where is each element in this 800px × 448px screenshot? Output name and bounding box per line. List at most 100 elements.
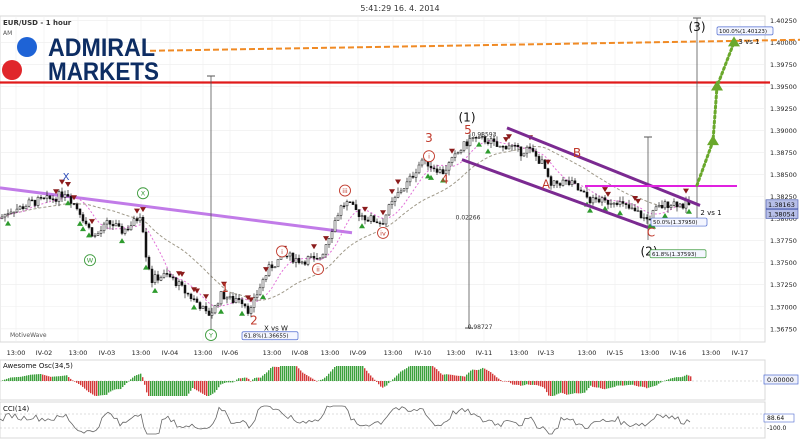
ao-bar (160, 381, 162, 396)
candle-body (420, 159, 424, 166)
candle-body (528, 146, 532, 149)
ao-bar (216, 381, 218, 390)
wave-label: 5 (464, 123, 472, 137)
ao-bar (326, 376, 328, 381)
ao-bar (656, 381, 658, 386)
candle-body (390, 201, 394, 205)
ao-bar (196, 381, 198, 391)
candle-body (339, 205, 343, 216)
swing-high-marker (602, 187, 608, 193)
ao-bar (290, 366, 292, 381)
ao-bar (470, 370, 472, 381)
candle-body (249, 307, 253, 314)
moving-average-slow (0, 145, 689, 301)
ao-bar (556, 381, 558, 395)
candle-body (582, 190, 586, 193)
ao-bar (304, 373, 306, 381)
candle-body (393, 196, 397, 202)
y-tick-label: 1.39500 (770, 83, 797, 91)
swing-low-marker (359, 223, 365, 229)
price-box-label: 1.38054 (768, 210, 795, 218)
wave-label: (3) (689, 20, 706, 34)
ao-bar (166, 381, 168, 396)
ao-bar (2, 380, 4, 381)
ao-bar (54, 376, 56, 381)
candle-body (450, 157, 454, 163)
candle-body (93, 235, 97, 237)
candle-body (105, 220, 109, 225)
ao-bar (112, 381, 114, 391)
swing-low-marker (119, 238, 125, 244)
candle-body (354, 204, 358, 210)
ao-bar (622, 381, 624, 386)
candle-body (18, 206, 22, 210)
ao-bar (118, 381, 120, 390)
cci-line (0, 405, 765, 435)
candle-body (384, 214, 388, 225)
ao-bar (6, 378, 8, 381)
candle-body (495, 141, 499, 147)
ao-bar (50, 376, 52, 381)
ao-bar (680, 377, 682, 381)
wave-label: X vs W (264, 325, 288, 333)
wave-label: 2 vs 1 (700, 209, 721, 217)
swing-high-marker (503, 137, 509, 143)
ao-bar (172, 381, 174, 396)
ao-bar (314, 379, 316, 381)
cci-panel-title: CCI(14) (3, 405, 29, 413)
candle-body (192, 298, 196, 300)
candle-body (108, 220, 112, 225)
ao-bar (500, 380, 502, 381)
ao-bar (444, 374, 446, 381)
candle-body (438, 169, 442, 173)
candle-body (663, 201, 667, 209)
x-tick-label: IV-04 (162, 349, 179, 357)
ao-bar (670, 378, 672, 381)
candle-body (300, 261, 304, 264)
candle-body (621, 201, 625, 204)
candle-body (246, 305, 250, 314)
candle-body (456, 152, 460, 155)
candle-body (633, 207, 637, 212)
ao-bar (258, 377, 260, 381)
candle-body (84, 220, 88, 225)
candle-body (675, 201, 679, 208)
ao-bar (382, 381, 384, 388)
ao-bar (220, 381, 222, 385)
ao-bar (120, 381, 122, 390)
candle-body (318, 257, 322, 260)
ao-bar (294, 366, 296, 381)
candle-body (150, 268, 154, 283)
ao-bar (590, 381, 592, 386)
timestamp: 5:41:29 16. 4. 2014 (360, 4, 439, 13)
candle-body (129, 225, 133, 231)
candle-body (552, 180, 556, 186)
ao-bar (446, 374, 448, 381)
x-tick-label: 13:00 (132, 349, 151, 357)
ao-bar (490, 372, 492, 381)
fib-label: 50.0%(1.37950) (653, 220, 698, 226)
candle-body (585, 191, 589, 198)
candle-body (510, 144, 514, 147)
ao-bar (200, 381, 202, 393)
ao-bar (352, 366, 354, 381)
x-axis: 13:00 IV-02 13:00 IV-03 13:00 IV-04 13:00 IV-06… (7, 349, 749, 357)
wave-label: 0.98727 (468, 324, 493, 331)
ao-bar (536, 381, 538, 386)
ao-bar (8, 378, 10, 381)
candle-body (477, 137, 481, 139)
swing-high-marker (203, 294, 209, 300)
ao-bar (570, 381, 572, 395)
swing-low-marker (662, 212, 668, 218)
swing-high-marker (605, 191, 611, 197)
candle-body (291, 252, 295, 263)
swing-low-marker (428, 174, 434, 180)
y-tick-label: 1.39250 (770, 105, 797, 113)
candle-body (576, 183, 580, 191)
candle-body (321, 253, 325, 259)
ao-bar (334, 367, 336, 381)
candle-body (12, 211, 16, 214)
candle-body (0, 216, 4, 219)
candle-body (324, 244, 328, 255)
